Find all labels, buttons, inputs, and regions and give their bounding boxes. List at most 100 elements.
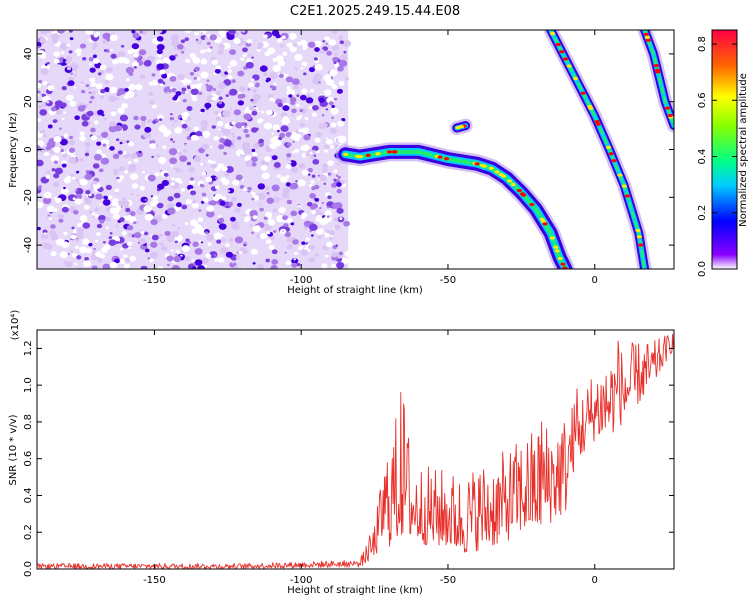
noise-speck (126, 77, 130, 82)
noise-speck (217, 82, 226, 90)
noise-speck (278, 73, 284, 79)
noise-speck (185, 238, 190, 243)
noise-speck (155, 59, 163, 65)
noise-speck (181, 123, 188, 129)
noise-speck (312, 65, 316, 68)
noise-speck (168, 148, 178, 156)
noise-speck (181, 188, 186, 192)
noise-speck (259, 65, 268, 72)
noise-speck (218, 96, 223, 100)
track-hotspot (498, 172, 504, 177)
noise-speck (92, 54, 97, 58)
noise-speck (166, 235, 175, 243)
noise-speck (226, 196, 230, 199)
noise-speck (191, 259, 195, 263)
noise-speck (252, 262, 256, 265)
noise-speck (329, 127, 337, 134)
noise-speck (37, 159, 44, 167)
noise-speck (252, 225, 261, 233)
noise-speck (52, 119, 58, 124)
noise-speck (194, 248, 203, 255)
noise-speck (185, 58, 191, 64)
noise-speck (148, 91, 154, 97)
noise-speck (216, 239, 222, 244)
noise-speck (319, 174, 327, 182)
noise-speck (308, 257, 316, 263)
noise-speck (206, 41, 211, 46)
noise-speck (326, 206, 330, 209)
noise-speck (126, 225, 134, 231)
noise-speck (324, 254, 329, 258)
noise-speck (181, 120, 186, 125)
noise-speck (328, 230, 336, 236)
noise-speck (179, 117, 183, 121)
noise-speck (266, 197, 275, 204)
noise-speck (153, 209, 156, 213)
noise-speck (171, 88, 177, 93)
noise-speck (127, 165, 137, 172)
noise-speck (336, 261, 345, 269)
noise-speck (170, 165, 174, 168)
noise-speck (97, 258, 103, 263)
snr-plot-area (37, 333, 674, 569)
noise-speck (189, 177, 195, 181)
noise-speck (38, 80, 43, 84)
noise-speck (46, 170, 51, 174)
noise-speck (150, 219, 158, 226)
noise-speck (336, 188, 342, 194)
noise-speck (89, 67, 96, 73)
noise-speck (140, 230, 145, 234)
noise-speck (225, 166, 234, 174)
noise-speck (224, 71, 229, 75)
noise-speck (329, 69, 338, 77)
noise-speck (124, 257, 131, 263)
noise-speck (142, 170, 145, 174)
noise-speck (326, 215, 330, 218)
noise-speck (94, 62, 102, 69)
noise-speck (338, 59, 348, 68)
noise-speck (245, 106, 249, 110)
noise-speck (158, 118, 163, 121)
noise-speck (219, 66, 222, 69)
noise-speck (222, 128, 232, 136)
noise-speck (206, 205, 215, 212)
noise-speck (314, 63, 323, 71)
noise-speck (162, 57, 171, 65)
track-hotspot (562, 57, 569, 61)
track-hotspot (553, 245, 559, 249)
noise-speck (292, 150, 296, 154)
noise-speck (140, 196, 148, 203)
noise-speck (245, 160, 254, 168)
noise-speck (130, 153, 138, 159)
noise-speck (74, 193, 83, 200)
noise-speck (181, 115, 188, 121)
noise-speck (332, 56, 339, 63)
noise-speck (42, 134, 47, 138)
track-hotspot (624, 194, 630, 198)
noise-speck (115, 97, 119, 101)
noise-speck (79, 215, 88, 222)
track-hotspot (542, 222, 548, 226)
noise-speck (100, 69, 105, 74)
track-hotspot (506, 179, 513, 183)
noise-speck (156, 154, 161, 158)
noise-speck (134, 84, 143, 91)
noise-speck (102, 32, 111, 40)
track-hotspot (365, 153, 371, 157)
noise-speck (128, 246, 131, 250)
noise-speck (116, 92, 121, 97)
noise-speck (175, 202, 182, 208)
noise-speck (315, 209, 320, 213)
noise-speck (68, 30, 73, 33)
noise-speck (191, 266, 197, 269)
noise-speck (282, 215, 289, 221)
noise-speck (42, 242, 50, 249)
noise-speck (39, 30, 49, 35)
track-hotspot (664, 106, 671, 110)
noise-speck (97, 72, 102, 76)
noise-speck (89, 100, 93, 104)
noise-speck (156, 49, 163, 55)
noise-speck (144, 198, 147, 202)
noise-speck (210, 163, 217, 169)
noise-speck (314, 137, 321, 143)
